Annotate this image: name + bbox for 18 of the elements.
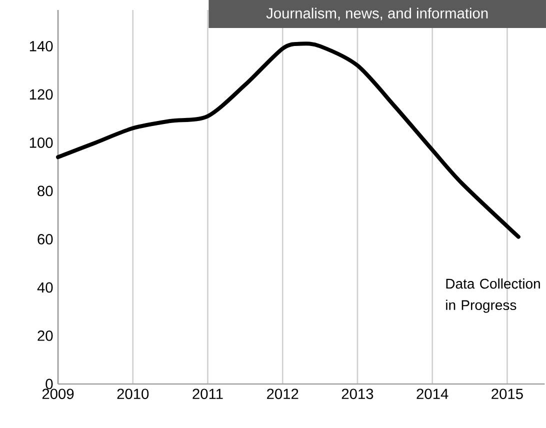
annotation: Data Collection in Progress xyxy=(446,278,540,313)
x-tick-label: 2010 xyxy=(117,388,149,400)
x-tick-label: 2009 xyxy=(42,388,74,400)
y-tick-label: 120 xyxy=(30,89,53,100)
x-tick-label: 2013 xyxy=(342,388,374,400)
y-tick-label: 0 xyxy=(46,378,53,390)
x-tick-label: 2015 xyxy=(492,388,523,400)
x-tick-label: 2011 xyxy=(192,388,223,400)
x-tick-label: 2012 xyxy=(267,388,298,400)
x-tick-label: 2014 xyxy=(416,388,448,400)
y-tick-label: 40 xyxy=(37,282,53,293)
y-tick-label: 20 xyxy=(38,330,53,341)
y-tick-label: 60 xyxy=(38,234,53,244)
line-series xyxy=(56,42,520,239)
y-tick-label: 80 xyxy=(38,186,53,196)
y-tick-label: 100 xyxy=(30,138,53,148)
y-tick-label: 140 xyxy=(30,41,53,52)
chart-title: Journalism, news, and information xyxy=(266,8,488,20)
